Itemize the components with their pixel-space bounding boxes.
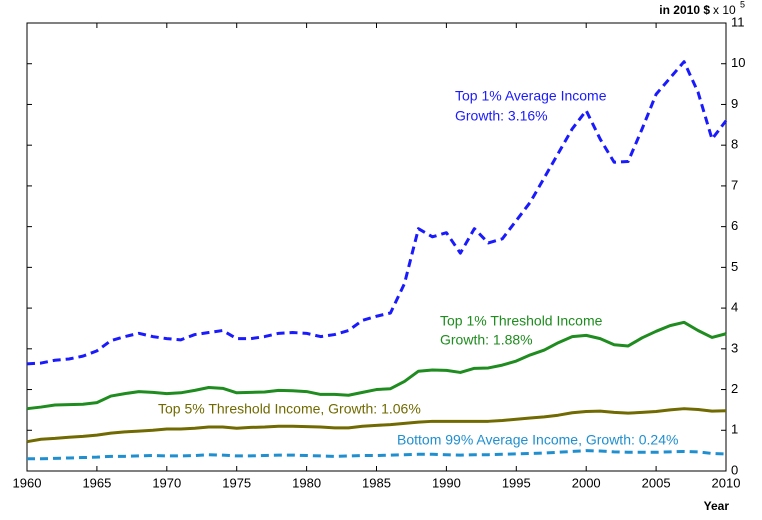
y-tick-label: 10 [731, 55, 745, 70]
y-tick-label: 8 [731, 137, 738, 152]
series-line [26, 407, 727, 444]
x-tick-label: 1985 [362, 475, 391, 490]
x-tick-label: 1970 [152, 475, 181, 490]
y-tick-label: 5 [731, 259, 738, 274]
y-axis-label: in 2010 $ [659, 3, 710, 17]
y-tick-label: 6 [731, 218, 738, 233]
x-tick-label: 2005 [642, 475, 671, 490]
x-tick-label: 1960 [13, 475, 42, 490]
series-label: Top 1% Average Income [455, 88, 607, 104]
y-tick-label: 11 [731, 14, 745, 29]
series-label: Top 5% Threshold Income, Growth: 1.06% [158, 401, 421, 417]
series-line [27, 449, 727, 461]
series-label: Top 1% Threshold Income [440, 313, 603, 329]
x-tick-label: 1965 [82, 475, 111, 490]
y-tick-label: 7 [731, 177, 738, 192]
y-multiplier: x 10 [713, 3, 736, 17]
series-note: Growth: 3.16% [455, 108, 548, 124]
series-line [26, 60, 728, 366]
y-exponent: 5 [740, 0, 745, 9]
series-line [26, 320, 727, 411]
x-tick-label: 1995 [502, 475, 531, 490]
x-axis-label: Year [704, 499, 730, 513]
y-tick-label: 2 [731, 381, 738, 396]
y-tick-label: 1 [731, 422, 738, 437]
series-note: Growth: 1.88% [440, 332, 533, 348]
x-tick-label: 1990 [432, 475, 461, 490]
y-tick-label: 0 [731, 462, 738, 477]
series-label: Bottom 99% Average Income, Growth: 0.24% [397, 432, 678, 448]
x-tick-label: 1980 [292, 475, 321, 490]
y-tick-label: 4 [731, 300, 738, 315]
x-tick-label: 1975 [222, 475, 251, 490]
y-tick-label: 3 [731, 340, 738, 355]
x-tick-label: 2010 [712, 475, 741, 490]
x-tick-label: 2000 [572, 475, 601, 490]
y-tick-label: 9 [731, 96, 738, 111]
